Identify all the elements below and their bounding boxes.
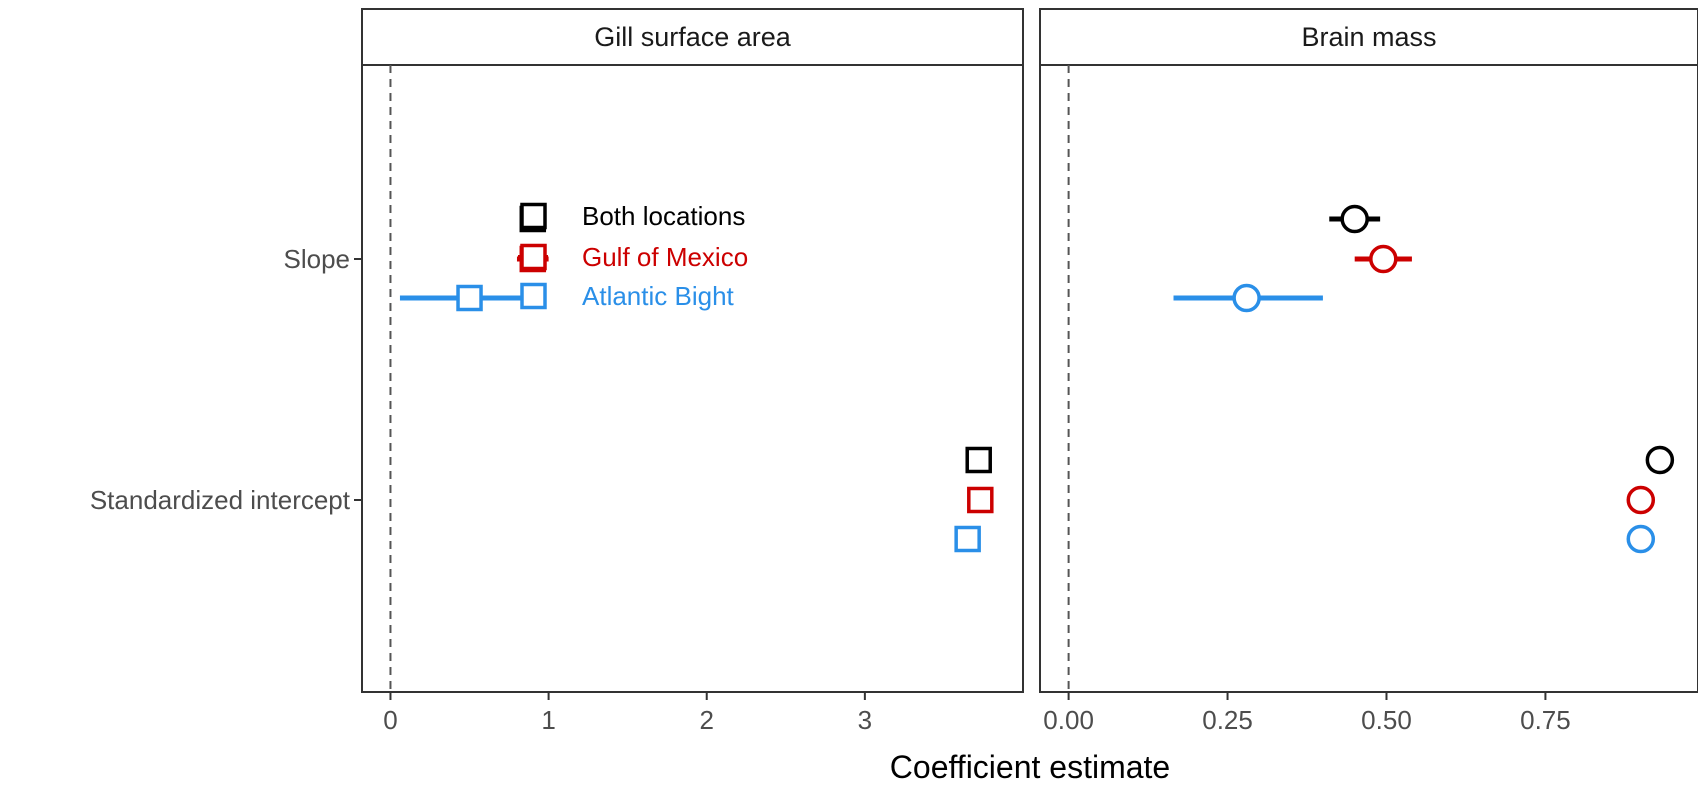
panel-strip [361,8,1024,66]
panel-2: Brain mass 0.00 0.25 0.50 0.75 [1039,8,1698,735]
point-marker [1626,524,1656,554]
legend-label: Both locations [582,201,745,231]
panel-title: Brain mass [1301,22,1436,52]
x-axis-title: Coefficient estimate [890,749,1170,785]
y-tick-label: Standardized intercept [90,485,351,515]
legend-key [520,243,547,271]
legend-key [520,202,547,230]
panels: Gill surface area 0 1 2 3 Brain mass 0.00 0.25 0… [361,8,1698,735]
point-marker [965,446,992,474]
legend-key [520,282,547,310]
panel-title: Gill surface area [594,22,792,52]
point-marker [967,486,994,514]
point-marker [1232,283,1261,313]
point-marker [954,525,981,553]
x-tick-label: 3 [858,705,872,735]
legend-label: Gulf of Mexico [582,242,748,272]
legend-label: Atlantic Bight [582,281,735,311]
y-axis: Slope Standardized intercept [90,244,362,515]
x-tick-label: 0 [383,705,397,735]
x-tick-label: 2 [699,705,713,735]
legend: Both locations Gulf of Mexico Atlantic Big… [518,201,748,311]
point-marker [1626,485,1656,515]
panel-border [1039,64,1698,693]
x-tick-label: 0.00 [1043,705,1094,735]
x-tick-label: 0.50 [1361,705,1412,735]
point-marker [456,284,483,312]
point-marker [1369,244,1398,274]
point-marker [1645,445,1675,475]
x-tick-label: 1 [541,705,555,735]
panel-strip [1039,8,1698,66]
panel-border [361,64,1024,693]
x-tick-label: 0.25 [1202,705,1253,735]
y-tick-label: Slope [284,244,351,274]
panel-1: Gill surface area 0 1 2 3 [361,8,1024,735]
x-tick-label: 0.75 [1520,705,1571,735]
point-marker [1340,204,1369,234]
